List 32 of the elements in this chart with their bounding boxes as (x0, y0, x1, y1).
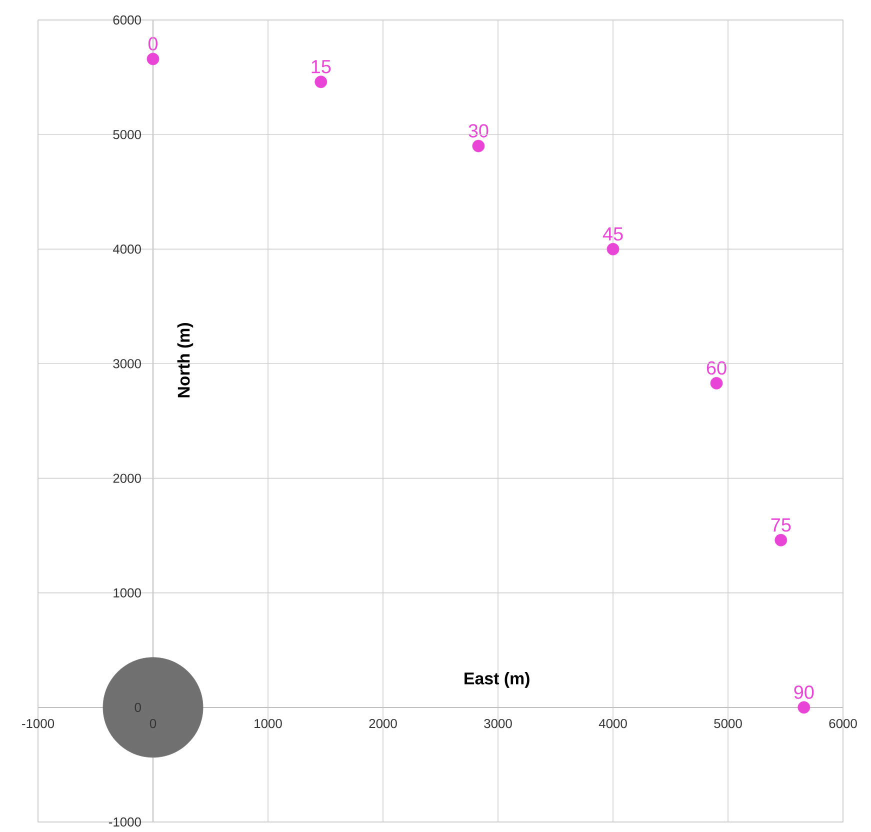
y-tick-label: 1000 (114, 588, 141, 598)
x-axis-title: East (m) (464, 672, 530, 688)
x-tick-label: 1000 (254, 718, 282, 728)
annotation: 0 (148, 37, 158, 50)
y-tick-label: 0 (134, 702, 141, 712)
x-tick-label: 6000 (829, 718, 857, 728)
x-tick-label: 3000 (484, 718, 512, 728)
y-tick-label: 3000 (113, 359, 141, 368)
x-tick-label: -1000 (22, 718, 54, 728)
y-tick-label: 2000 (113, 474, 141, 483)
y-tick-label: 6000 (113, 15, 141, 25)
x-tick-label: 4000 (598, 718, 627, 728)
annotation: 60 (706, 361, 726, 375)
point (710, 376, 723, 390)
point (606, 242, 620, 256)
annotation: 75 (771, 518, 791, 532)
annotation: 15 (312, 60, 331, 74)
y-axis-title: North (m) (177, 323, 194, 398)
point (314, 76, 328, 88)
annotation: 30 (468, 124, 488, 138)
y-tick-label: -1000 (108, 817, 141, 827)
annotation: 90 (794, 686, 814, 699)
point (774, 534, 788, 546)
x-tick-label: 2000 (369, 718, 397, 728)
point (472, 140, 485, 152)
annotation: 45 (602, 227, 623, 241)
y-tick-label: 5000 (113, 130, 141, 140)
y-tick-label: 4000 (112, 244, 141, 254)
x-tick-label: 0 (150, 718, 156, 728)
point (798, 701, 810, 714)
x-tick-label: 5000 (714, 718, 742, 728)
point (146, 52, 160, 66)
